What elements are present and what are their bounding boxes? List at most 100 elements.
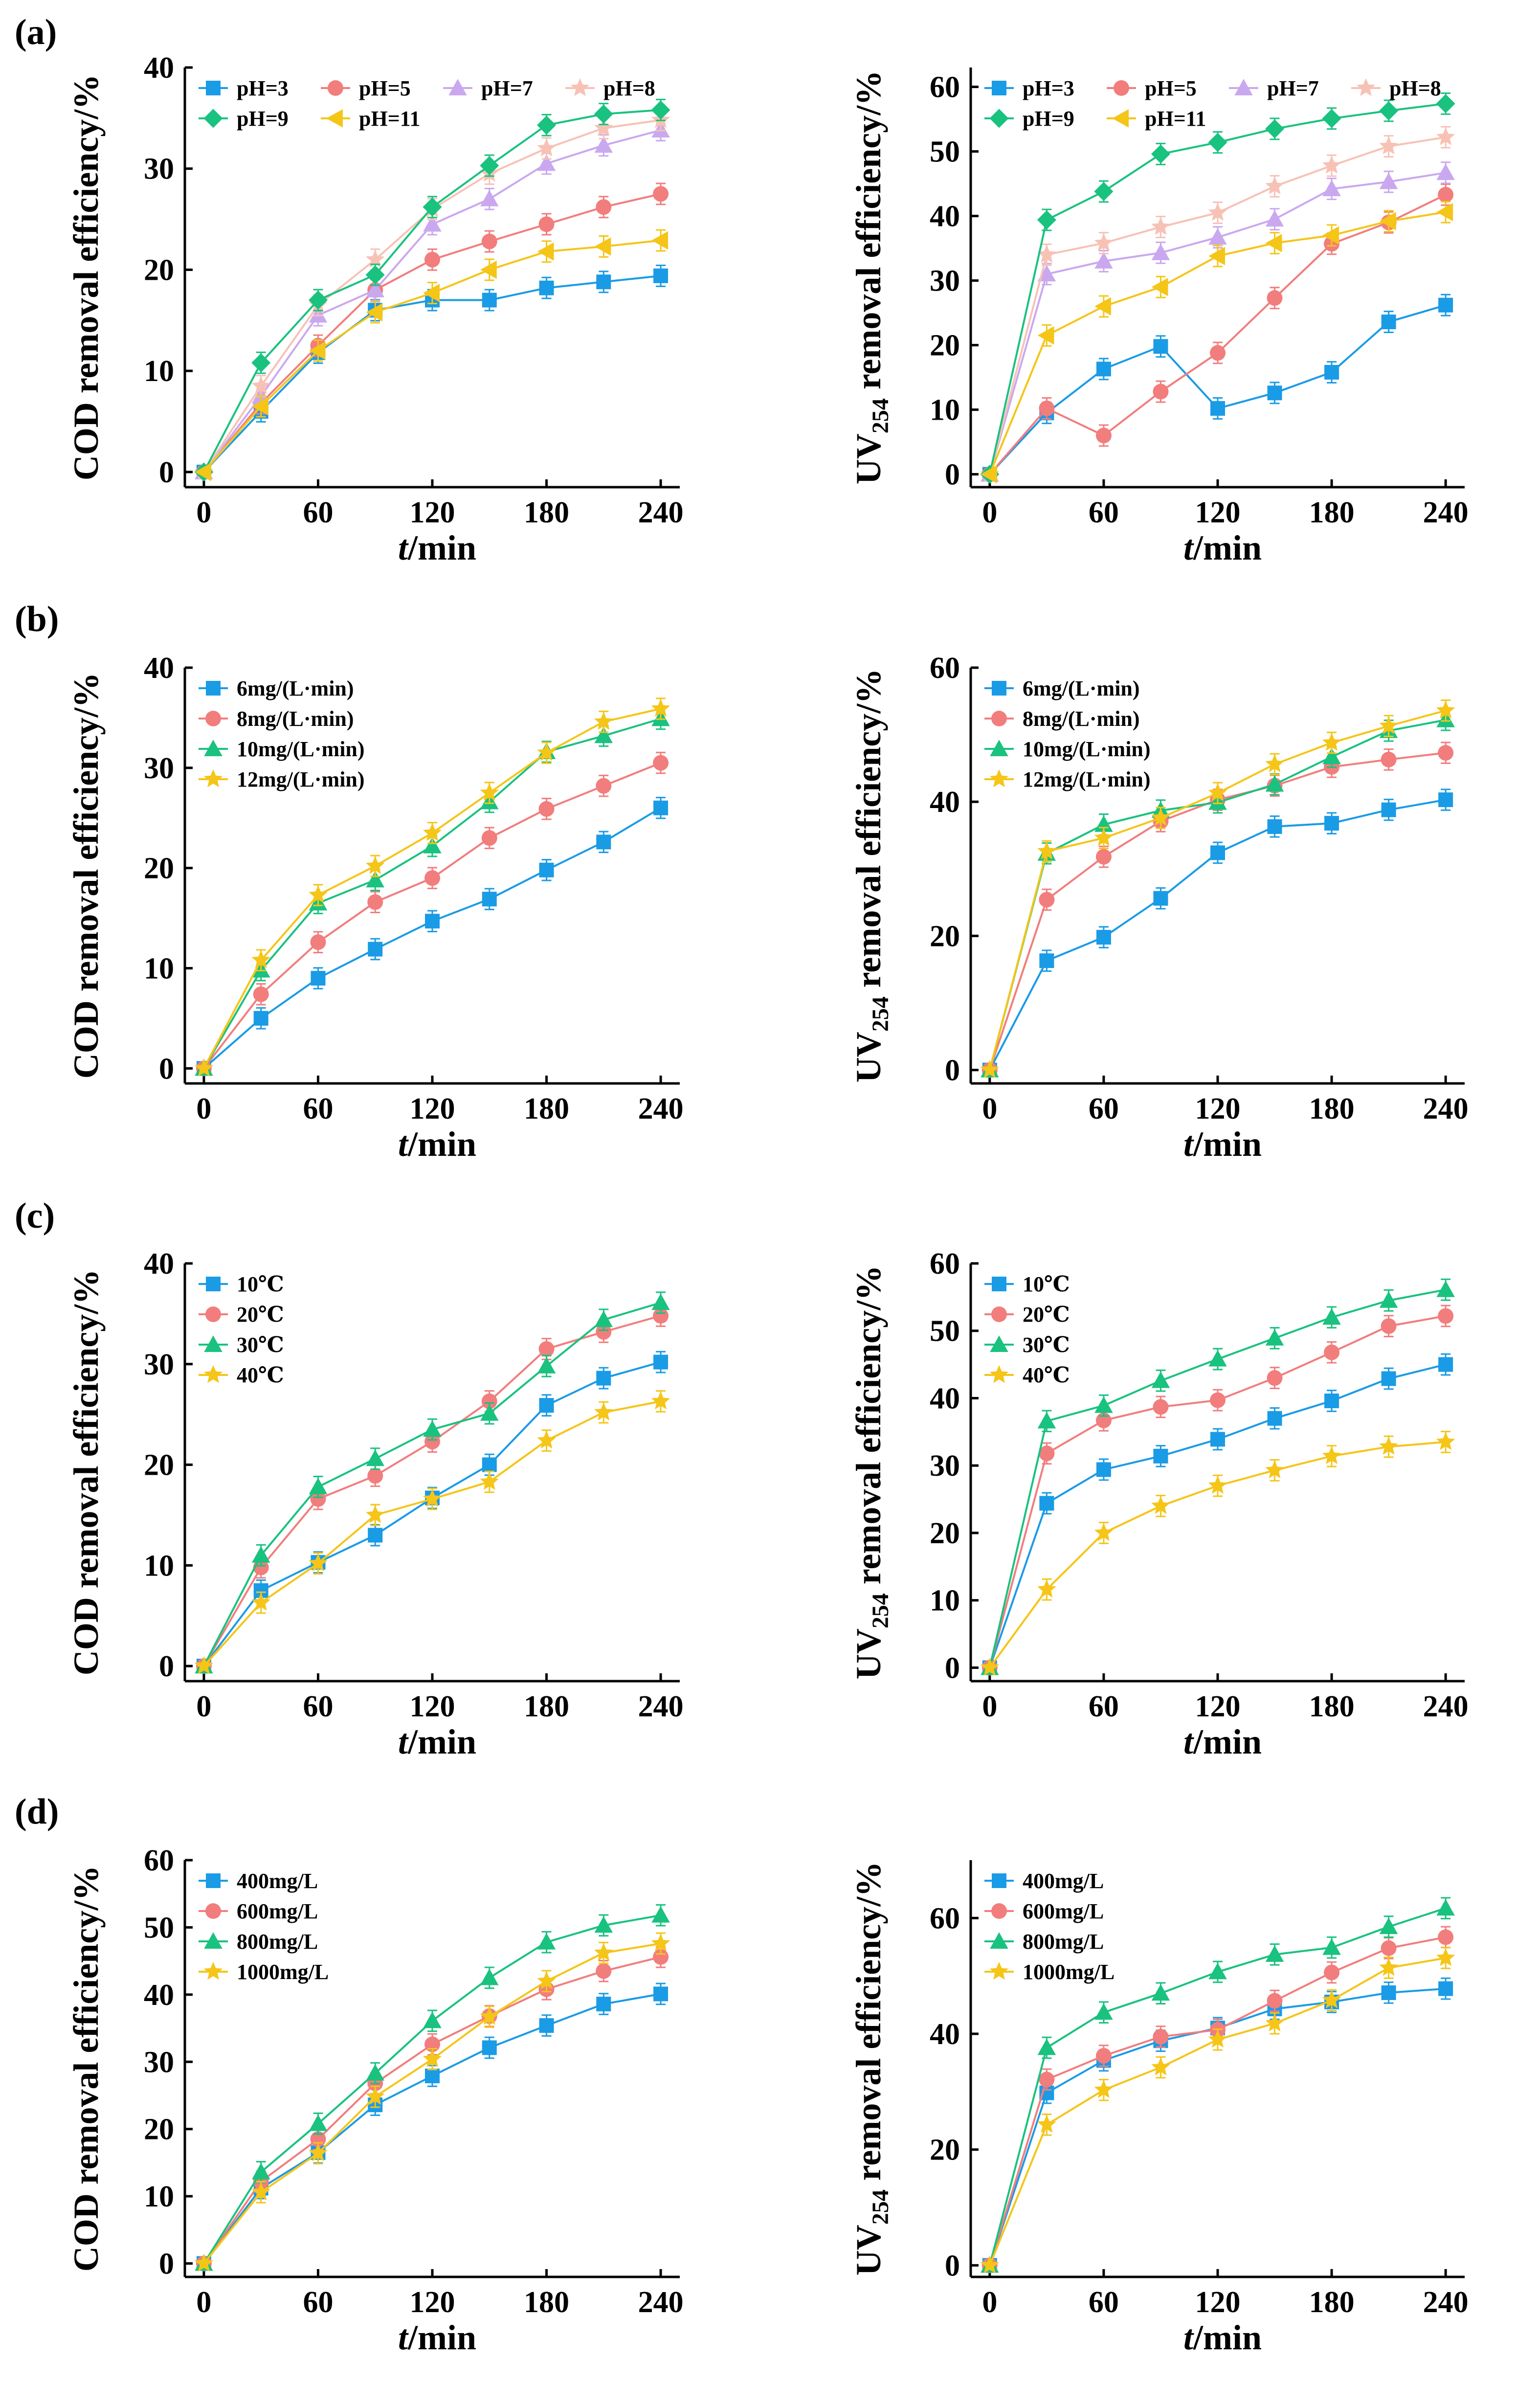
data-point xyxy=(366,2064,384,2081)
data-point xyxy=(310,934,326,950)
legend-marker xyxy=(205,1903,221,1919)
y-tick-label: 60 xyxy=(930,1902,960,1935)
x-tick-label: 60 xyxy=(303,1092,333,1125)
data-point xyxy=(539,862,554,878)
data-point xyxy=(1438,745,1454,761)
series-line xyxy=(988,136,1446,475)
data-point xyxy=(596,1324,612,1340)
data-point xyxy=(1037,326,1054,345)
legend-label: 20℃ xyxy=(1023,1303,1070,1327)
y-tick-label: 50 xyxy=(144,1911,174,1944)
data-point xyxy=(1324,1393,1339,1408)
x-axis-title-unit: /min xyxy=(407,1125,476,1164)
y-tick-label: 30 xyxy=(144,2046,174,2079)
data-point xyxy=(537,154,556,171)
x-axis-title-unit: /min xyxy=(1193,2318,1262,2357)
data-point xyxy=(424,251,440,268)
y-axis-title-main: UV xyxy=(849,1628,888,1679)
data-point xyxy=(1210,345,1226,361)
data-point xyxy=(1265,176,1284,195)
data-point xyxy=(1151,217,1170,235)
data-point xyxy=(653,1308,669,1324)
data-point xyxy=(1379,212,1396,230)
x-tick-label: 180 xyxy=(1309,2286,1355,2319)
data-point xyxy=(251,2182,270,2201)
legend-marker xyxy=(989,1365,1009,1383)
y-axis-title: UV254 removal efficiency/% xyxy=(849,1265,893,1679)
y-axis-title-subscript: 254 xyxy=(868,996,893,1032)
data-point xyxy=(1267,290,1283,306)
y-tick-label: 10 xyxy=(144,952,174,985)
data-point xyxy=(1265,2013,1284,2032)
x-tick-label: 240 xyxy=(1423,496,1469,529)
data-point xyxy=(1037,265,1056,282)
legend-label: pH=8 xyxy=(1389,76,1441,100)
data-point xyxy=(1208,1350,1227,1367)
y-tick-label: 20 xyxy=(144,1449,174,1482)
legend-label: 800mg/L xyxy=(1023,1930,1104,1954)
legend-marker xyxy=(990,740,1008,756)
series-3 xyxy=(981,161,1455,482)
chart-c-left: (c) 0 10 20 30 40 0 60 120 180 240 t/min COD removal… xyxy=(15,1196,684,1761)
legend-label: 10mg/(L·min) xyxy=(237,737,365,761)
x-axis-title: t/min xyxy=(398,2318,476,2357)
data-point xyxy=(1037,1579,1056,1598)
data-point xyxy=(1381,802,1396,817)
x-axis-title: t/min xyxy=(1183,1125,1262,1164)
data-point xyxy=(1267,1411,1282,1426)
y-tick-label: 0 xyxy=(159,2248,174,2281)
legend-marker xyxy=(326,109,343,128)
y-axis-title-subscript: 254 xyxy=(868,398,893,433)
data-point xyxy=(1153,339,1168,354)
legend-marker xyxy=(204,1335,223,1352)
x-axis-title-unit: /min xyxy=(1193,1125,1262,1164)
data-point xyxy=(980,2255,1000,2273)
x-tick-label: 120 xyxy=(1195,496,1241,529)
y-tick-label: 60 xyxy=(930,652,960,685)
x-tick-label: 180 xyxy=(1309,1690,1355,1723)
data-point xyxy=(1381,1985,1396,2000)
series-3 xyxy=(981,1278,1455,1675)
series-line xyxy=(988,1957,1446,2266)
legend: 10℃ 20℃ 30℃ 40℃ xyxy=(984,1272,1070,1387)
x-tick-label: 240 xyxy=(638,1690,684,1723)
data-point xyxy=(366,1449,384,1466)
data-point xyxy=(425,914,440,929)
data-point xyxy=(482,1457,497,1472)
data-point xyxy=(251,1546,270,1563)
x-tick-label: 120 xyxy=(1195,1092,1241,1125)
data-point xyxy=(537,1933,556,1950)
y-axis-title-main: UV xyxy=(849,433,888,484)
data-point xyxy=(482,892,497,907)
data-point xyxy=(480,1472,499,1490)
data-point xyxy=(594,726,613,743)
legend-marker xyxy=(990,1932,1008,1949)
data-point xyxy=(367,1468,383,1484)
data-point xyxy=(594,1310,613,1328)
data-point xyxy=(1094,181,1114,201)
legend-marker xyxy=(1114,80,1129,96)
x-axis-title: t/min xyxy=(1183,2318,1262,2357)
data-point xyxy=(309,341,326,360)
data-point xyxy=(251,2162,270,2180)
legend-marker xyxy=(1112,109,1129,128)
legend-marker xyxy=(204,1932,223,1949)
y-axis-title-tail: removal efficiency/% xyxy=(849,669,888,996)
data-point xyxy=(1379,1437,1398,1455)
data-point xyxy=(251,950,270,968)
data-point xyxy=(1096,1462,1111,1477)
x-tick-label: 180 xyxy=(1309,496,1355,529)
legend-marker xyxy=(989,769,1009,788)
x-tick-label: 60 xyxy=(1089,496,1119,529)
data-point xyxy=(1037,210,1056,230)
y-axis-title-tail: removal efficiency/% xyxy=(849,1862,888,2189)
data-point xyxy=(1322,1990,1341,2008)
data-point xyxy=(596,1371,611,1386)
data-point xyxy=(1381,1940,1397,1956)
legend-label: 30℃ xyxy=(1023,1333,1070,1357)
data-point xyxy=(594,1943,613,1961)
data-point xyxy=(1324,1964,1340,1980)
x-tick-label: 240 xyxy=(638,496,684,529)
data-point xyxy=(480,190,499,206)
data-point xyxy=(537,1971,556,1989)
